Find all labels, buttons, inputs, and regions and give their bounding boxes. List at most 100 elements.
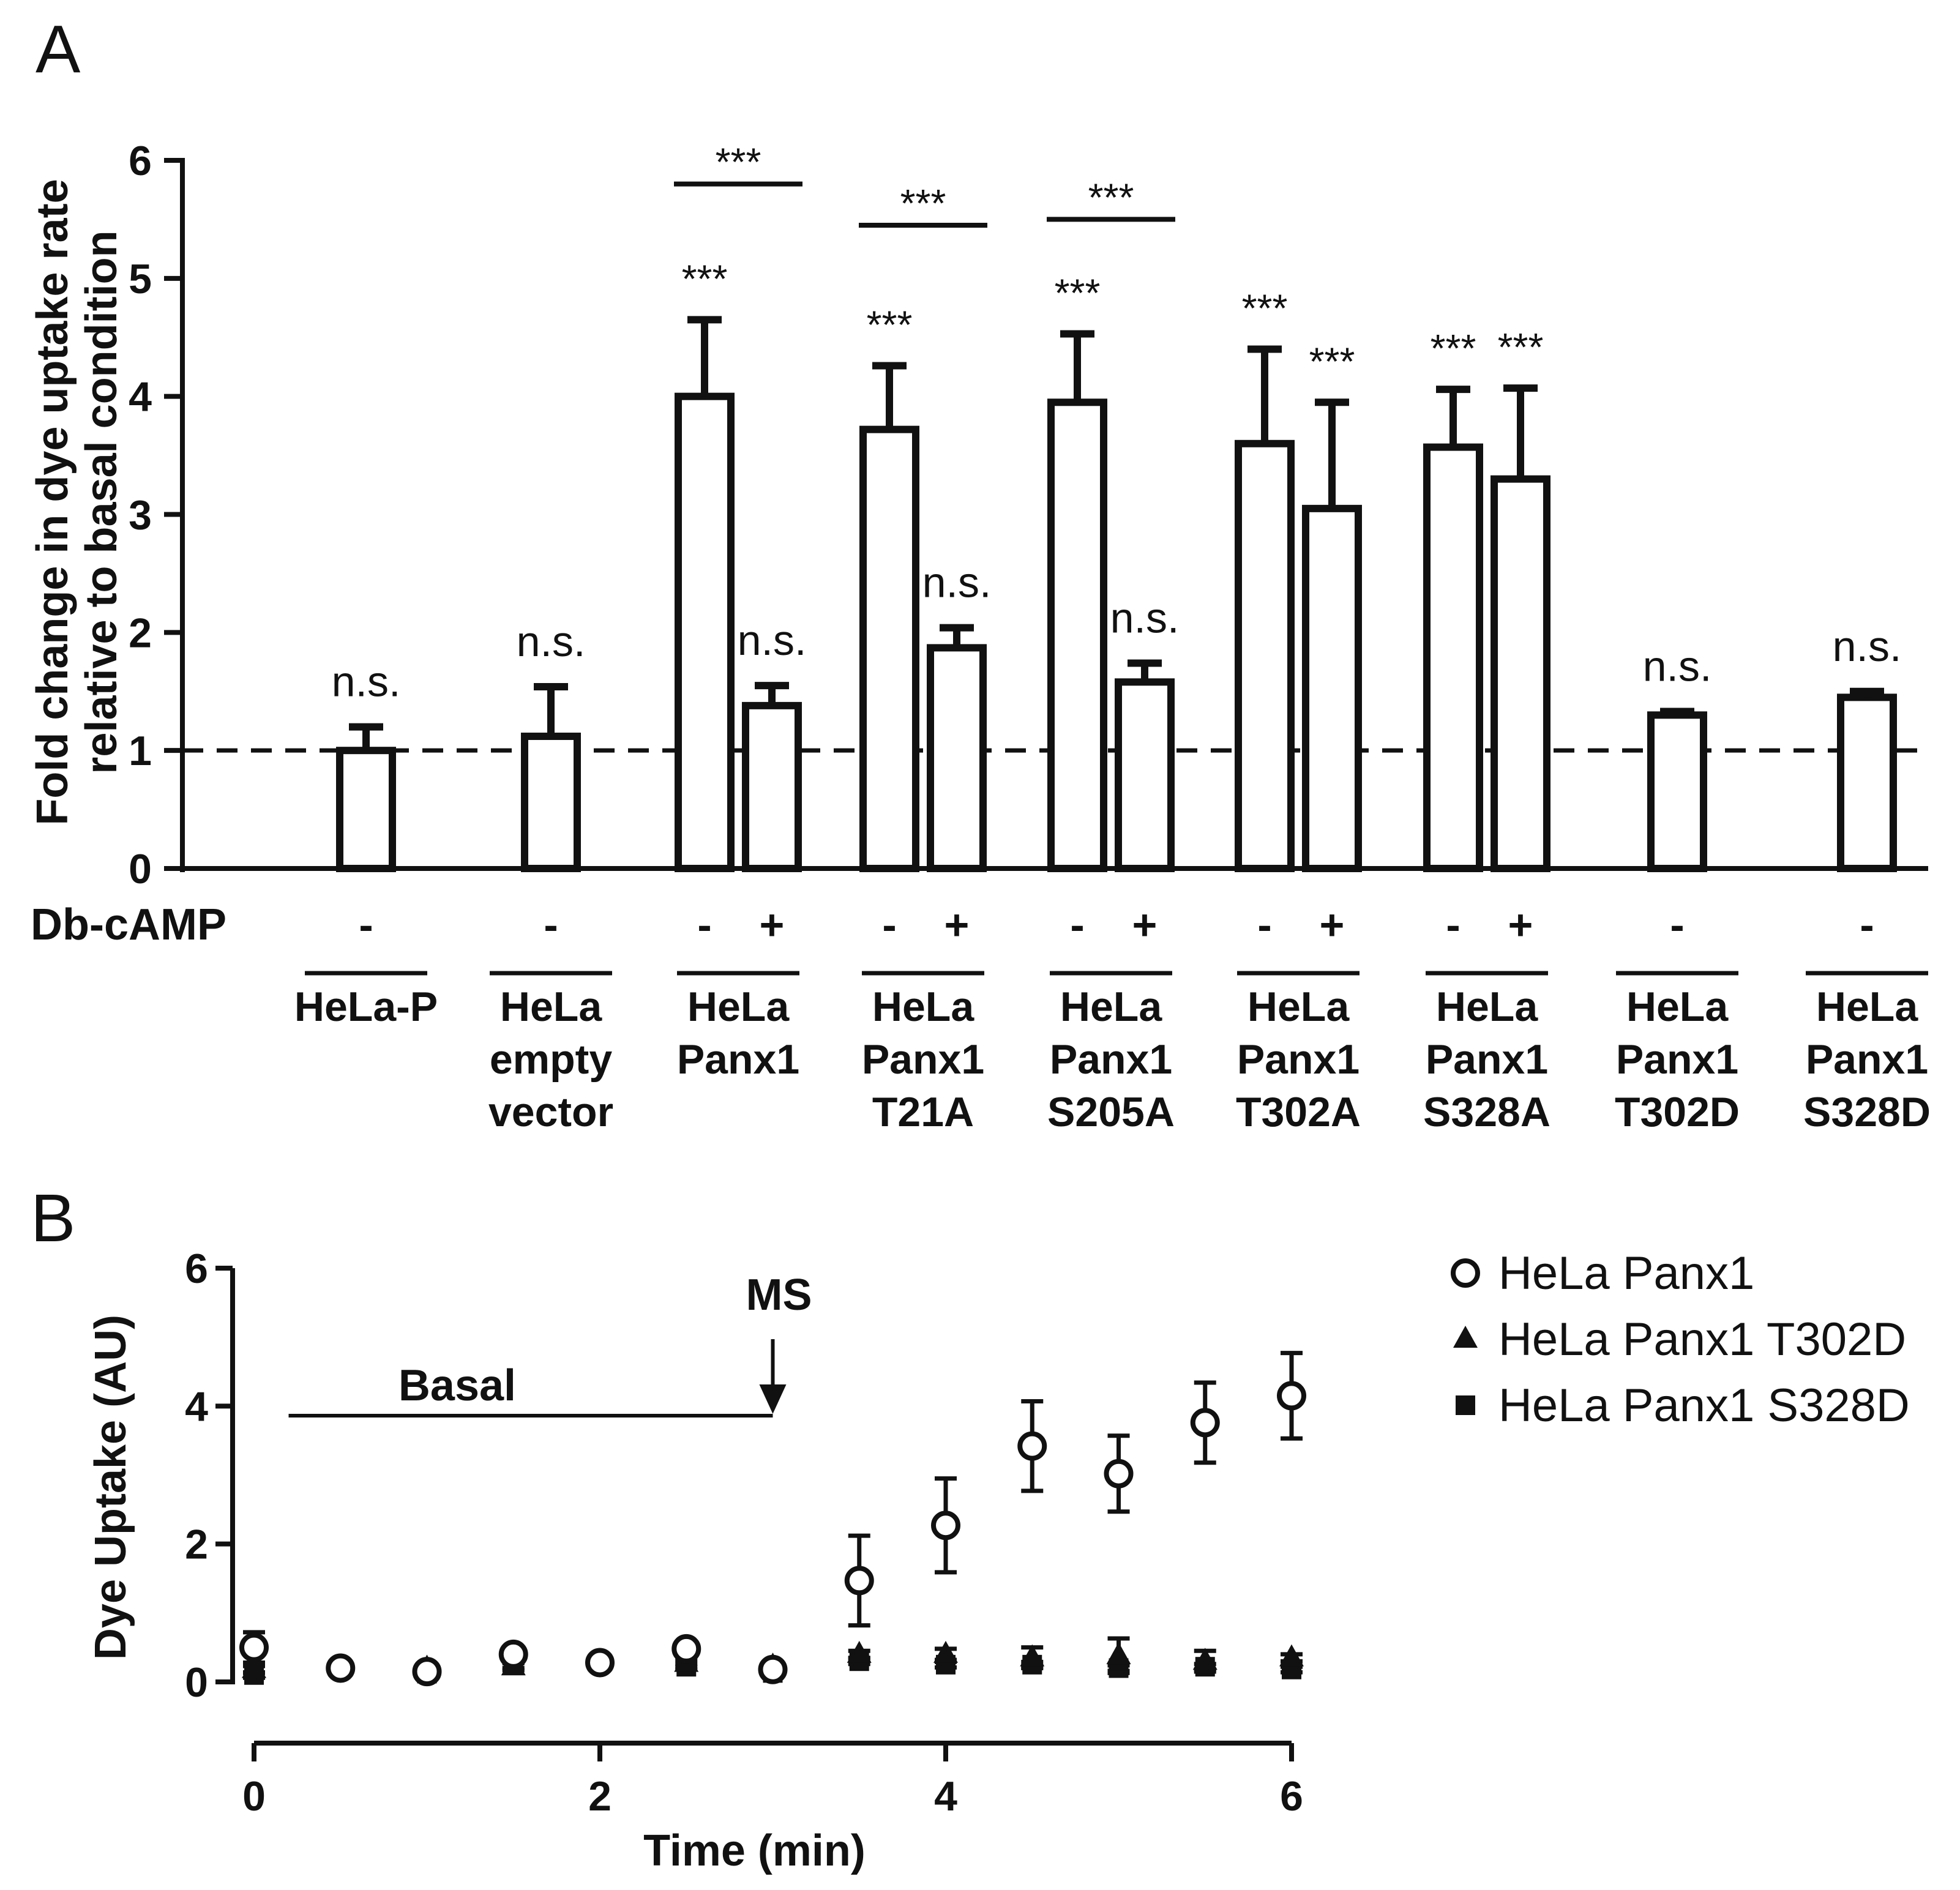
group-label: Panx1: [1616, 1036, 1738, 1083]
data-point-square: [1456, 1395, 1475, 1415]
treatment-sign: -: [359, 901, 373, 949]
data-point-open-circle: [671, 1634, 701, 1664]
y-tick-label: 2: [129, 610, 152, 656]
x-tick-label: 2: [588, 1773, 612, 1820]
treatment-sign: +: [1132, 901, 1158, 949]
group-label: Panx1: [1237, 1036, 1360, 1083]
ms-label: MS: [746, 1271, 812, 1320]
data-point-triangle: [1020, 1644, 1045, 1667]
group-label: HeLa: [500, 984, 602, 1030]
bar: [1647, 711, 1707, 872]
data-point-open-circle: [931, 1511, 960, 1541]
y-axis-label-group: Fold change in dye uptake rate relative t…: [28, 179, 126, 825]
group-label: Panx1: [1050, 1036, 1172, 1083]
y-tick-label: 4: [185, 1383, 208, 1430]
data-point-open-circle: [1190, 1408, 1220, 1438]
data-point-triangle: [933, 1640, 958, 1663]
treatment-sign: -: [1070, 901, 1084, 949]
treatment-sign: +: [1508, 901, 1533, 949]
data-point-triangle: [1279, 1644, 1304, 1667]
basal-label: Basal: [398, 1361, 516, 1410]
ns-label: n.s.: [1110, 594, 1180, 641]
y-tick-label: 3: [129, 492, 152, 539]
bar: [336, 747, 396, 872]
group-label: Panx1: [1806, 1036, 1928, 1083]
y-axis-label-line-1: Fold change in dye uptake rate: [28, 179, 77, 825]
bar: [1115, 678, 1175, 873]
ns-label: n.s.: [1643, 643, 1712, 690]
group-label: HeLa: [1247, 984, 1350, 1030]
group-label: Panx1: [677, 1036, 799, 1083]
x-tick-label: 4: [934, 1773, 957, 1820]
x-axis-label: Time (min): [643, 1826, 866, 1875]
data-point-open-circle: [1451, 1258, 1480, 1288]
y-tick-label: 2: [185, 1522, 208, 1568]
significance-label: ***: [1309, 339, 1355, 383]
treatment-sign: -: [544, 901, 558, 949]
ns-label: n.s.: [1833, 622, 1902, 670]
group-label: S205A: [1047, 1089, 1175, 1135]
significance-label: ***: [1431, 326, 1476, 370]
data-point-triangle: [1106, 1642, 1131, 1665]
treatment-sign: +: [760, 901, 785, 949]
group-label: HeLa: [687, 984, 790, 1030]
group-label: T302D: [1615, 1089, 1740, 1135]
data-point-open-circle: [239, 1632, 269, 1662]
bracket-significance-label: ***: [716, 140, 761, 184]
panel-label-a: A: [36, 12, 81, 87]
data-point-open-circle: [1017, 1431, 1047, 1461]
y-tick-label: 5: [129, 256, 152, 302]
significance-label: ***: [867, 303, 913, 347]
bar: [859, 425, 919, 872]
significance-label: ***: [1498, 325, 1544, 369]
ns-label: n.s.: [517, 618, 586, 665]
data-point-open-circle: [326, 1653, 356, 1683]
group-label: HeLa: [1816, 984, 1918, 1030]
ns-label: n.s.: [332, 658, 401, 706]
ns-label: n.s.: [738, 616, 807, 664]
data-point-triangle: [847, 1640, 872, 1663]
y-tick-label: 4: [129, 374, 152, 420]
group-label: HeLa-P: [294, 984, 438, 1030]
y-tick-label: 0: [129, 846, 152, 892]
treatment-sign: +: [944, 901, 970, 949]
data-point-open-circle: [1104, 1459, 1134, 1488]
bar: [1491, 475, 1550, 872]
legend: HeLa Panx1 HeLa Panx1 T302D HeLa Panx1 S32…: [1451, 1247, 1910, 1432]
y-tick-label: 6: [185, 1246, 208, 1292]
data-point-triangle: [1453, 1326, 1478, 1348]
data-point-open-circle: [1277, 1381, 1306, 1411]
group-label: T302A: [1236, 1089, 1361, 1135]
y-axis-label-line-2: relative to basal condition: [77, 230, 126, 774]
group-label: Panx1: [862, 1036, 984, 1083]
y-tick-label: 1: [129, 728, 152, 774]
treatment-sign: +: [1320, 901, 1345, 949]
data-point-triangle: [1192, 1648, 1218, 1670]
significance-label: ***: [1242, 286, 1288, 331]
group-label: HeLa: [1060, 984, 1162, 1030]
bar: [1423, 443, 1483, 872]
group-label: S328D: [1803, 1089, 1931, 1135]
bar: [675, 392, 735, 872]
significance-label: ***: [682, 256, 728, 301]
data-point-open-circle: [412, 1657, 442, 1687]
significance-label: ***: [1055, 271, 1101, 315]
bar: [1047, 398, 1107, 872]
bar: [521, 733, 581, 872]
group-label: Panx1: [1426, 1036, 1548, 1083]
panel-label-b: B: [31, 1181, 75, 1256]
group-label: HeLa: [1626, 984, 1729, 1030]
series-open-circle: [239, 1351, 1306, 1687]
y-axis-label: Dye Uptake (AU): [86, 1315, 135, 1660]
data-point-open-circle: [758, 1654, 788, 1684]
group-label: T21A: [872, 1089, 974, 1135]
treatment-label: Db-cAMP: [31, 900, 226, 949]
bar: [1302, 504, 1362, 872]
panel-b-scatter-chart: 0 2 4 6 Dye Uptake (AU) 0 2 4 6 Time (min) Basal MS…: [86, 1246, 1910, 1875]
group-label: HeLa: [1436, 984, 1538, 1030]
data-point-open-circle: [844, 1566, 874, 1596]
treatment-sign: -: [697, 901, 711, 949]
group-label: empty: [490, 1036, 612, 1083]
